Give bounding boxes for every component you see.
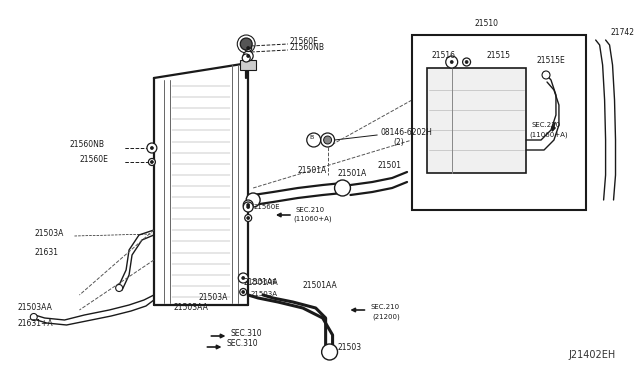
Text: 21510: 21510 xyxy=(474,19,499,28)
Text: (2): (2) xyxy=(393,138,404,147)
Text: 21501A: 21501A xyxy=(337,169,367,178)
Text: SEC.310: SEC.310 xyxy=(230,328,262,337)
Text: 21503AA: 21503AA xyxy=(173,304,209,312)
Text: J21402EH: J21402EH xyxy=(568,350,616,360)
Circle shape xyxy=(321,133,335,147)
Text: 21560E: 21560E xyxy=(79,154,108,164)
Text: 21503A: 21503A xyxy=(35,228,64,237)
Text: 21631+A: 21631+A xyxy=(18,318,54,327)
Text: (11060+A): (11060+A) xyxy=(529,132,568,138)
Circle shape xyxy=(307,133,321,147)
Bar xyxy=(427,68,526,173)
Text: 21742: 21742 xyxy=(611,28,634,36)
Circle shape xyxy=(445,56,458,68)
Circle shape xyxy=(246,46,250,49)
Circle shape xyxy=(243,202,253,212)
Text: 21560NB: 21560NB xyxy=(290,42,325,51)
Circle shape xyxy=(150,160,154,164)
Circle shape xyxy=(240,38,252,50)
Text: 21503: 21503 xyxy=(337,343,362,353)
Text: SEC.210: SEC.210 xyxy=(296,207,325,213)
Text: (21200): (21200) xyxy=(372,314,400,320)
Text: (11060+A): (11060+A) xyxy=(294,216,333,222)
Bar xyxy=(412,35,586,210)
Text: 21516: 21516 xyxy=(432,51,456,60)
Circle shape xyxy=(30,314,37,321)
Text: SEC.310: SEC.310 xyxy=(227,340,258,349)
Circle shape xyxy=(246,217,250,219)
Circle shape xyxy=(242,276,244,279)
Text: 21501A: 21501A xyxy=(298,166,327,175)
Text: 21560E: 21560E xyxy=(250,279,277,285)
Circle shape xyxy=(244,45,252,51)
Circle shape xyxy=(335,180,351,196)
Text: 21503AA: 21503AA xyxy=(18,304,52,312)
Circle shape xyxy=(147,143,157,153)
Circle shape xyxy=(246,205,250,208)
Text: 21501AA: 21501AA xyxy=(303,281,337,290)
Circle shape xyxy=(246,55,250,58)
Text: 21503A: 21503A xyxy=(198,294,228,302)
Circle shape xyxy=(148,158,156,166)
Circle shape xyxy=(242,54,250,62)
Text: 21515: 21515 xyxy=(486,51,511,60)
Circle shape xyxy=(240,289,246,295)
Circle shape xyxy=(322,344,337,360)
Circle shape xyxy=(450,61,453,64)
Circle shape xyxy=(463,58,470,66)
Text: 21560NB: 21560NB xyxy=(70,140,104,148)
Text: B: B xyxy=(310,135,314,140)
Text: 21560E: 21560E xyxy=(253,204,280,210)
Circle shape xyxy=(542,71,550,79)
Circle shape xyxy=(238,273,248,283)
Text: 21503A: 21503A xyxy=(250,291,277,297)
Circle shape xyxy=(246,193,260,207)
Circle shape xyxy=(324,136,332,144)
Bar xyxy=(240,60,256,70)
Circle shape xyxy=(246,203,250,206)
Text: 21501AA: 21501AA xyxy=(243,278,278,287)
Circle shape xyxy=(116,285,123,292)
Text: 21515E: 21515E xyxy=(536,55,565,64)
Text: 08146-6202H: 08146-6202H xyxy=(380,128,432,137)
Circle shape xyxy=(150,147,154,150)
Circle shape xyxy=(244,215,252,221)
Text: SEC.210: SEC.210 xyxy=(531,122,560,128)
Text: SEC.210: SEC.210 xyxy=(371,304,399,310)
Circle shape xyxy=(465,61,468,64)
Circle shape xyxy=(243,51,253,61)
Text: 21631: 21631 xyxy=(35,247,59,257)
Circle shape xyxy=(243,200,253,210)
Text: 21501: 21501 xyxy=(377,161,401,170)
Text: 21560E: 21560E xyxy=(290,36,319,45)
Circle shape xyxy=(242,291,244,294)
